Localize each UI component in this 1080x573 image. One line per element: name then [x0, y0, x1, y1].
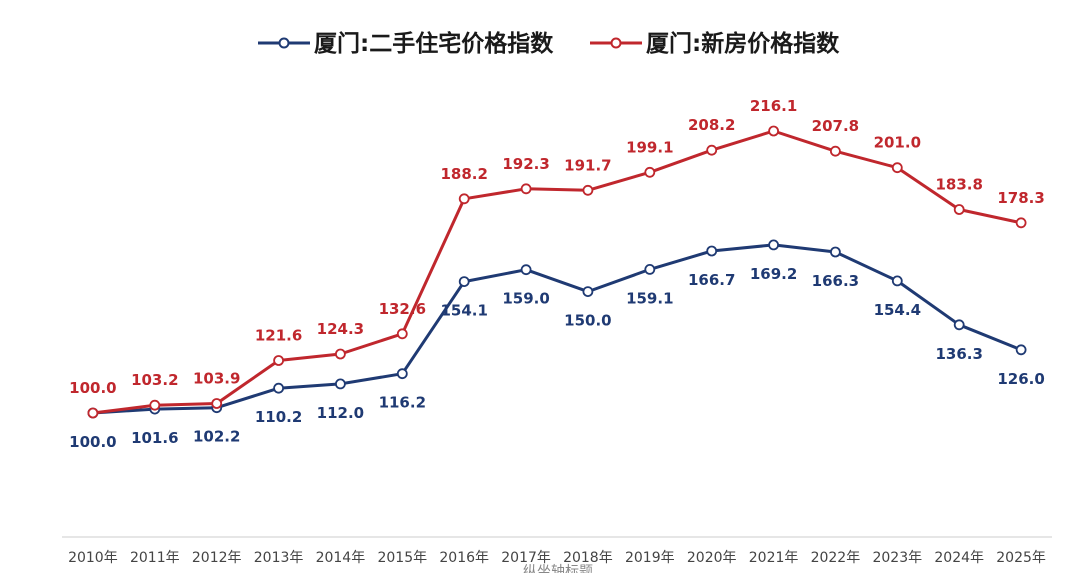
data-label: 201.0: [874, 134, 921, 152]
data-point: [520, 264, 532, 276]
data-point: [396, 368, 408, 380]
data-label: 132.6: [379, 300, 426, 318]
data-point: [706, 144, 718, 156]
x-tick-label: 2019年: [625, 550, 675, 566]
x-tick-label: 2014年: [316, 550, 366, 566]
data-label: 102.2: [193, 428, 240, 446]
data-label: 154.4: [874, 301, 921, 319]
legend-marker-series-1: [610, 37, 622, 49]
series-line-0: [92, 243, 1022, 415]
data-point: [458, 193, 470, 205]
x-tick-label: 2011年: [130, 550, 180, 566]
data-point: [644, 263, 656, 275]
legend-label-series-0: 厦门:二手住宅价格指数: [314, 30, 554, 57]
data-point: [273, 382, 285, 394]
data-label: 191.7: [564, 156, 611, 174]
data-label: 126.0: [997, 370, 1044, 388]
data-label: 169.2: [750, 265, 797, 283]
x-tick-label: 2013年: [254, 550, 304, 566]
data-point: [334, 378, 346, 390]
data-label: 216.1: [750, 97, 797, 115]
legend: 厦门:二手住宅价格指数 厦门:新房价格指数: [258, 30, 840, 57]
data-label: 208.2: [688, 116, 735, 134]
data-point: [644, 166, 656, 178]
data-label: 136.3: [935, 345, 982, 363]
data-label: 183.8: [935, 176, 982, 194]
data-point: [273, 355, 285, 366]
data-point: [582, 184, 594, 196]
data-point: [520, 183, 532, 195]
data-label: 100.0: [69, 379, 116, 397]
plot-area: 100.0 101.6 102.2 110.2 112.0 116.2 154.1 159.0…: [69, 97, 1045, 451]
x-tick-label: 2010年: [68, 550, 118, 566]
data-point: [830, 145, 841, 157]
data-point: [768, 239, 779, 251]
data-label: 192.3: [502, 155, 549, 173]
data-point: [953, 319, 965, 331]
data-label: 159.1: [626, 289, 673, 307]
x-tick-label: 2012年: [192, 550, 242, 566]
data-point: [211, 398, 223, 409]
data-label: 124.3: [317, 320, 364, 338]
legend-marker-series-0: [278, 37, 290, 49]
data-point: [706, 245, 718, 257]
data-point: [458, 276, 470, 288]
legend-item-series-1: 厦门:新房价格指数: [590, 30, 840, 57]
legend-item-series-0: 厦门:二手住宅价格指数: [258, 30, 554, 57]
data-label: 199.1: [626, 138, 673, 156]
x-tick-label: 2021年: [749, 550, 799, 566]
x-tick-label: 2016年: [439, 550, 489, 566]
data-point: [891, 275, 903, 287]
data-label: 154.1: [440, 302, 487, 320]
legend-label-series-1: 厦门:新房价格指数: [646, 30, 840, 57]
x-tick-label: 2022年: [811, 550, 861, 566]
data-label: 103.9: [193, 370, 240, 388]
data-label: 166.3: [812, 272, 859, 290]
x-tick-label: 2024年: [934, 550, 984, 566]
data-label: 112.0: [317, 404, 364, 422]
data-point: [1015, 344, 1027, 356]
series-line-1: [92, 129, 1022, 415]
data-label: 100.0: [69, 433, 116, 451]
series-1: 100.0 103.2 103.9 121.6 124.3 132.6 188.2 192.3…: [69, 97, 1045, 419]
x-tick-label: 2025年: [996, 550, 1046, 566]
data-point: [953, 204, 965, 215]
data-point: [149, 399, 161, 411]
data-point: [87, 407, 99, 419]
data-label: 159.0: [502, 290, 549, 308]
x-tick-label: 2023年: [872, 550, 922, 566]
data-label: 166.7: [688, 271, 735, 289]
x-tick-label: 2017年: [501, 550, 551, 566]
x-axis-title: 纵坐轴标题: [523, 564, 593, 573]
data-point: [334, 348, 346, 360]
data-label: 188.2: [440, 165, 487, 183]
data-point: [830, 246, 841, 258]
data-point: [1015, 217, 1027, 229]
data-point: [768, 125, 779, 137]
data-label: 110.2: [255, 408, 302, 426]
data-label: 207.8: [812, 117, 859, 135]
data-label: 150.0: [564, 312, 611, 330]
data-label: 101.6: [131, 429, 178, 447]
data-point: [396, 328, 408, 340]
data-label: 178.3: [997, 189, 1044, 207]
x-tick-label: 2018年: [563, 550, 613, 566]
data-label: 121.6: [255, 327, 302, 345]
data-point: [891, 162, 903, 174]
data-label: 103.2: [131, 371, 178, 389]
x-axis-ticks: 2010年 2011年 2012年 2013年 2014年 2015年 2016年 2017年…: [68, 550, 1046, 566]
data-label: 116.2: [379, 394, 426, 412]
data-point: [582, 286, 594, 298]
x-tick-label: 2015年: [377, 550, 427, 566]
series-0: 100.0 101.6 102.2 110.2 112.0 116.2 154.1 159.0…: [69, 239, 1045, 451]
x-tick-label: 2020年: [687, 550, 737, 566]
